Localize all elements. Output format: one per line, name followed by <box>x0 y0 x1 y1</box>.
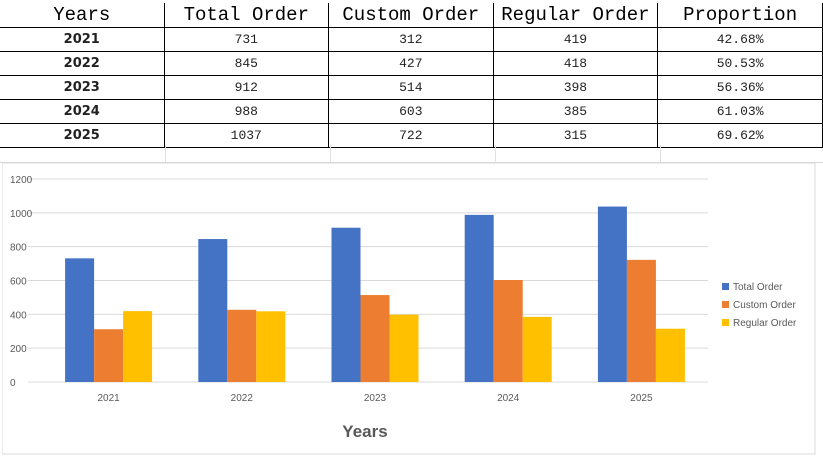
bar-total-order <box>198 239 228 382</box>
table-row: 2025 1037 722 315 69.62% <box>0 123 823 148</box>
x-tick-label: 2022 <box>231 393 254 404</box>
bar-total-order <box>597 206 627 382</box>
legend-swatch <box>722 283 729 290</box>
x-tick-label: 2025 <box>630 393 653 404</box>
table-cell[interactable]: 69.62% <box>657 123 823 148</box>
table-cell[interactable]: 1037 <box>163 123 330 148</box>
legend-label: Total Order <box>733 282 783 293</box>
bar-regular-order <box>123 311 153 382</box>
table-cell[interactable]: 912 <box>163 75 330 100</box>
x-tick-label: 2023 <box>364 393 387 404</box>
cell-divider <box>165 145 166 162</box>
y-tick-label: 0 <box>10 378 16 389</box>
column-header[interactable]: Total Order <box>163 3 330 28</box>
column-header[interactable]: Proportion <box>657 3 823 28</box>
table-cell[interactable]: 514 <box>328 75 494 100</box>
table-row: 2022 845 427 418 50.53% <box>0 51 823 76</box>
table-cell[interactable]: 56.36% <box>657 75 823 100</box>
bar-total-order <box>331 227 361 382</box>
table-row: 2021 731 312 419 42.68% <box>0 27 823 52</box>
bar-chart[interactable]: 0 200 400 600 800 1000 1200 2021 2022 2023 2024 202… <box>2 163 816 455</box>
table-cell[interactable]: 2022 <box>0 51 165 76</box>
x-axis-title: Years <box>342 422 387 441</box>
bar-custom-order <box>227 309 257 382</box>
cell-divider <box>660 145 661 162</box>
table-cell[interactable]: 603 <box>328 99 494 124</box>
cell-divider <box>495 145 496 162</box>
bar-custom-order <box>626 259 656 382</box>
y-tick-label: 400 <box>10 310 27 321</box>
y-tick-label: 600 <box>10 277 27 288</box>
legend-label: Regular Order <box>733 318 797 329</box>
legend-swatch <box>722 319 729 326</box>
table-cell[interactable]: 42.68% <box>657 27 823 52</box>
table-cell[interactable]: 418 <box>492 51 659 76</box>
legend-swatch <box>722 301 729 308</box>
bar-custom-order <box>94 329 124 382</box>
table-cell[interactable]: 427 <box>328 51 494 76</box>
table-cell[interactable]: 2021 <box>0 27 165 52</box>
bar-custom-order <box>360 295 390 382</box>
table-cell[interactable]: 315 <box>492 123 659 148</box>
y-tick-label: 800 <box>10 243 27 254</box>
bar-custom-order <box>493 279 523 382</box>
x-tick-label: 2021 <box>97 393 120 404</box>
chart-area <box>2 163 816 455</box>
bar-regular-order <box>256 311 286 382</box>
table-cell[interactable]: 419 <box>492 27 659 52</box>
table-cell[interactable]: 61.03% <box>657 99 823 124</box>
table-cell[interactable]: 988 <box>163 99 330 124</box>
data-table: Years Total Order Custom Order Regular Orde… <box>0 3 823 148</box>
bar-total-order <box>65 258 95 382</box>
column-header[interactable]: Years <box>0 3 165 28</box>
column-header[interactable]: Custom Order <box>328 3 494 28</box>
legend-label: Custom Order <box>733 300 796 311</box>
table-cell[interactable]: 2024 <box>0 99 165 124</box>
cell-divider <box>330 145 331 162</box>
table-cell[interactable]: 731 <box>163 27 330 52</box>
table-cell[interactable]: 398 <box>492 75 659 100</box>
y-tick-label: 1000 <box>10 209 33 220</box>
y-tick-label: 1200 <box>10 175 33 186</box>
bar-total-order <box>464 214 494 382</box>
empty-row <box>0 145 823 163</box>
table-row: 2024 988 603 385 61.03% <box>0 99 823 124</box>
bar-regular-order <box>522 316 552 382</box>
table-cell[interactable]: 845 <box>163 51 330 76</box>
table-cell[interactable]: 50.53% <box>657 51 823 76</box>
column-header[interactable]: Regular Order <box>492 3 659 28</box>
x-tick-label: 2024 <box>497 393 520 404</box>
table-cell[interactable]: 722 <box>328 123 494 148</box>
table-cell[interactable]: 385 <box>492 99 659 124</box>
table-cell[interactable]: 312 <box>328 27 494 52</box>
bar-regular-order <box>389 314 419 382</box>
table-row: 2023 912 514 398 56.36% <box>0 75 823 100</box>
y-tick-label: 200 <box>10 344 27 355</box>
table-cell[interactable]: 2025 <box>0 123 165 148</box>
table-cell[interactable]: 2023 <box>0 75 165 100</box>
bar-regular-order <box>655 328 685 382</box>
